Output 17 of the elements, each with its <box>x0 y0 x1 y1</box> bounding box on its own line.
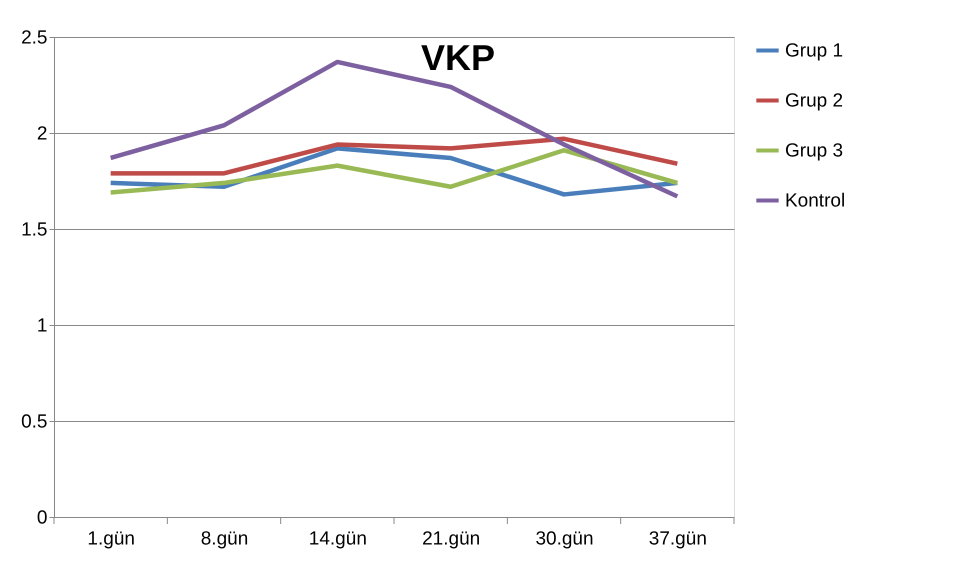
legend-label: Grup 2 <box>785 90 844 112</box>
legend-label: Kontrol <box>785 190 846 212</box>
y-tick-label: 0 <box>36 508 48 528</box>
x-tick-label: 21.gün <box>422 528 480 550</box>
y-tick-label: 0.5 <box>21 412 48 432</box>
y-tick-label: 1.5 <box>21 220 48 240</box>
y-tick-label: 2 <box>36 124 48 144</box>
x-tick-label: 1.gün <box>87 528 135 550</box>
y-tick-label: 2.5 <box>21 28 48 48</box>
x-tick-label: 37.gün <box>648 528 707 550</box>
y-tick-label: 1 <box>36 316 48 336</box>
x-tick-label: 8.gün <box>200 528 248 550</box>
legend-label: Grup 1 <box>785 40 844 62</box>
x-tick-label: 14.gün <box>308 528 367 550</box>
legend-label: Grup 3 <box>785 140 844 162</box>
chart-title: VKP <box>420 37 496 78</box>
x-tick-label: 30.gün <box>535 528 594 550</box>
